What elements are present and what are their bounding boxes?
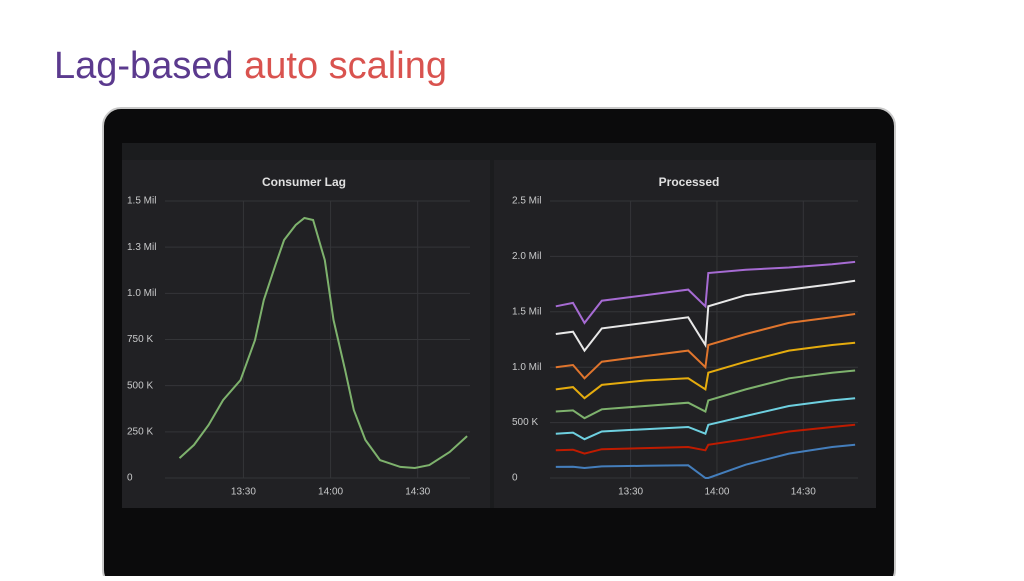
- y-tick-label: 1.0 Mil: [512, 362, 541, 373]
- title-lead: Lag-based: [54, 45, 234, 87]
- y-tick-label: 1.3 Mil: [127, 242, 156, 253]
- x-tick-label: 14:00: [318, 487, 343, 498]
- series-line: [555, 260, 856, 325]
- title-rest: auto scaling: [244, 45, 447, 87]
- series-line: [555, 423, 856, 455]
- panel-title: Processed: [659, 175, 720, 189]
- series-line: [555, 443, 856, 479]
- x-tick-label: 13:30: [618, 487, 643, 498]
- panel: [122, 160, 490, 508]
- x-tick-label: 14:30: [791, 487, 816, 498]
- panel: [494, 160, 876, 508]
- y-tick-label: 2.5 Mil: [512, 196, 541, 207]
- series-line: [178, 216, 468, 470]
- y-tick-label: 750 K: [127, 334, 153, 345]
- x-tick-label: 14:00: [704, 487, 729, 498]
- x-tick-label: 13:30: [231, 487, 256, 498]
- y-tick-label: 0: [127, 473, 133, 484]
- slide-title: Lag-based auto scaling: [54, 45, 447, 87]
- y-tick-label: 2.0 Mil: [512, 251, 541, 262]
- y-tick-label: 1.5 Mil: [512, 306, 541, 317]
- y-tick-label: 500 K: [512, 417, 538, 428]
- series-line: [555, 341, 856, 400]
- y-tick-label: 1.0 Mil: [127, 288, 156, 299]
- series-line: [555, 369, 856, 420]
- x-tick-label: 14:30: [405, 487, 430, 498]
- y-tick-label: 500 K: [127, 380, 153, 391]
- series-line: [555, 313, 856, 380]
- panel-title: Consumer Lag: [262, 175, 346, 189]
- y-tick-label: 250 K: [127, 426, 153, 437]
- y-tick-label: 1.5 Mil: [127, 196, 156, 207]
- y-tick-label: 0: [512, 473, 518, 484]
- series-line: [555, 279, 856, 353]
- series-line: [555, 397, 856, 441]
